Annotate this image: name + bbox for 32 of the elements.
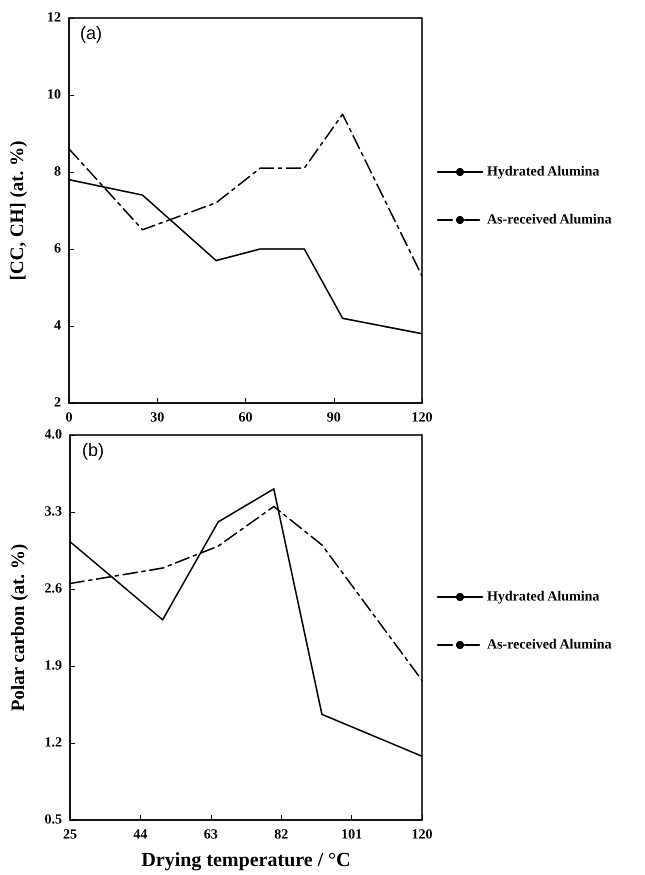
x-tick-label: 120: [412, 828, 432, 842]
y-tick-label: 6: [54, 242, 61, 256]
y-tick-label: 0.5: [44, 812, 62, 828]
legend-label: As-received Alumina: [487, 212, 612, 228]
y-tick-label: 1.2: [44, 736, 62, 750]
annotation: (b): [82, 440, 104, 460]
y-tick-label: 4: [54, 318, 61, 334]
x-tick-label: 60: [238, 410, 252, 426]
y-tick-label: 12: [47, 10, 61, 26]
x-tick-label: 30: [150, 410, 164, 426]
y-tick-label: 3.3: [44, 504, 62, 520]
y-tick-label: 8: [54, 164, 61, 180]
legend-label: As-received Alumina: [487, 638, 612, 652]
x-tick-label: 44: [133, 828, 148, 842]
y-axis-title: [CC, CH] (at. %): [7, 140, 28, 280]
y-axis-title: Polar carbon (at. %): [8, 544, 29, 712]
y-tick-label: 2.6: [44, 582, 62, 596]
y-tick-label: 10: [47, 88, 61, 102]
y-tick-label: 2: [54, 396, 61, 410]
x-tick-label: 63: [204, 828, 218, 842]
x-tick-label: 25: [63, 828, 77, 842]
x-tick-label: 0: [66, 410, 72, 426]
y-tick-label: 1.9: [44, 658, 62, 674]
y-tick-label: 4.0: [44, 428, 62, 442]
legend-label: Hydrated Alumina: [487, 164, 600, 180]
legend-label: Hydrated Alumina: [487, 590, 600, 604]
x-tick-label: 120: [412, 410, 432, 426]
x-tick-label: 101: [341, 828, 362, 842]
x-axis-title: Drying temperature / °C: [141, 849, 351, 871]
x-tick-label: 90: [326, 410, 341, 426]
x-tick-label: 82: [274, 828, 288, 842]
annotation: (a): [80, 23, 102, 43]
